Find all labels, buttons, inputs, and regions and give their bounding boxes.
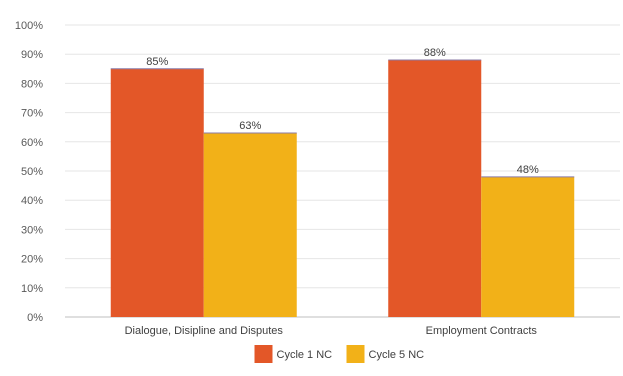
legend: Cycle 1 NC Cycle 5 NC	[254, 345, 425, 363]
data-label: 85%	[146, 56, 168, 68]
y-tick-label: 10%	[21, 283, 43, 295]
y-tick-label: 0%	[27, 312, 43, 324]
data-label: 48%	[517, 164, 539, 176]
data-label: 88%	[424, 47, 446, 59]
legend-swatch	[254, 345, 273, 363]
bar	[203, 133, 297, 317]
x-tick-label: Employment Contracts	[426, 325, 538, 337]
legend-swatch	[346, 345, 365, 363]
x-tick-label: Dialogue, Disipline and Disputes	[125, 325, 284, 337]
y-axis-ticks: 0% 10% 20% 30% 40% 50% 60% 70% 80% 90% 100%	[15, 20, 43, 324]
bar	[481, 176, 575, 317]
y-tick-label: 30%	[21, 224, 43, 236]
y-tick-label: 90%	[21, 49, 43, 61]
data-labels: 85% 63% 88% 48%	[146, 47, 539, 176]
x-axis-ticks: Dialogue, Disipline and Disputes Employme…	[125, 325, 538, 337]
y-tick-label: 70%	[21, 108, 43, 120]
bar	[388, 60, 482, 317]
legend-label: Cycle 5 NC	[369, 349, 425, 361]
bars	[110, 59, 575, 317]
legend-label: Cycle 1 NC	[277, 349, 333, 361]
y-tick-label: 100%	[15, 20, 43, 32]
data-label: 63%	[239, 120, 261, 132]
y-tick-label: 60%	[21, 137, 43, 149]
y-tick-label: 50%	[21, 166, 43, 178]
y-tick-label: 40%	[21, 195, 43, 207]
y-tick-label: 20%	[21, 254, 43, 266]
bar	[110, 68, 204, 317]
y-tick-label: 80%	[21, 78, 43, 90]
